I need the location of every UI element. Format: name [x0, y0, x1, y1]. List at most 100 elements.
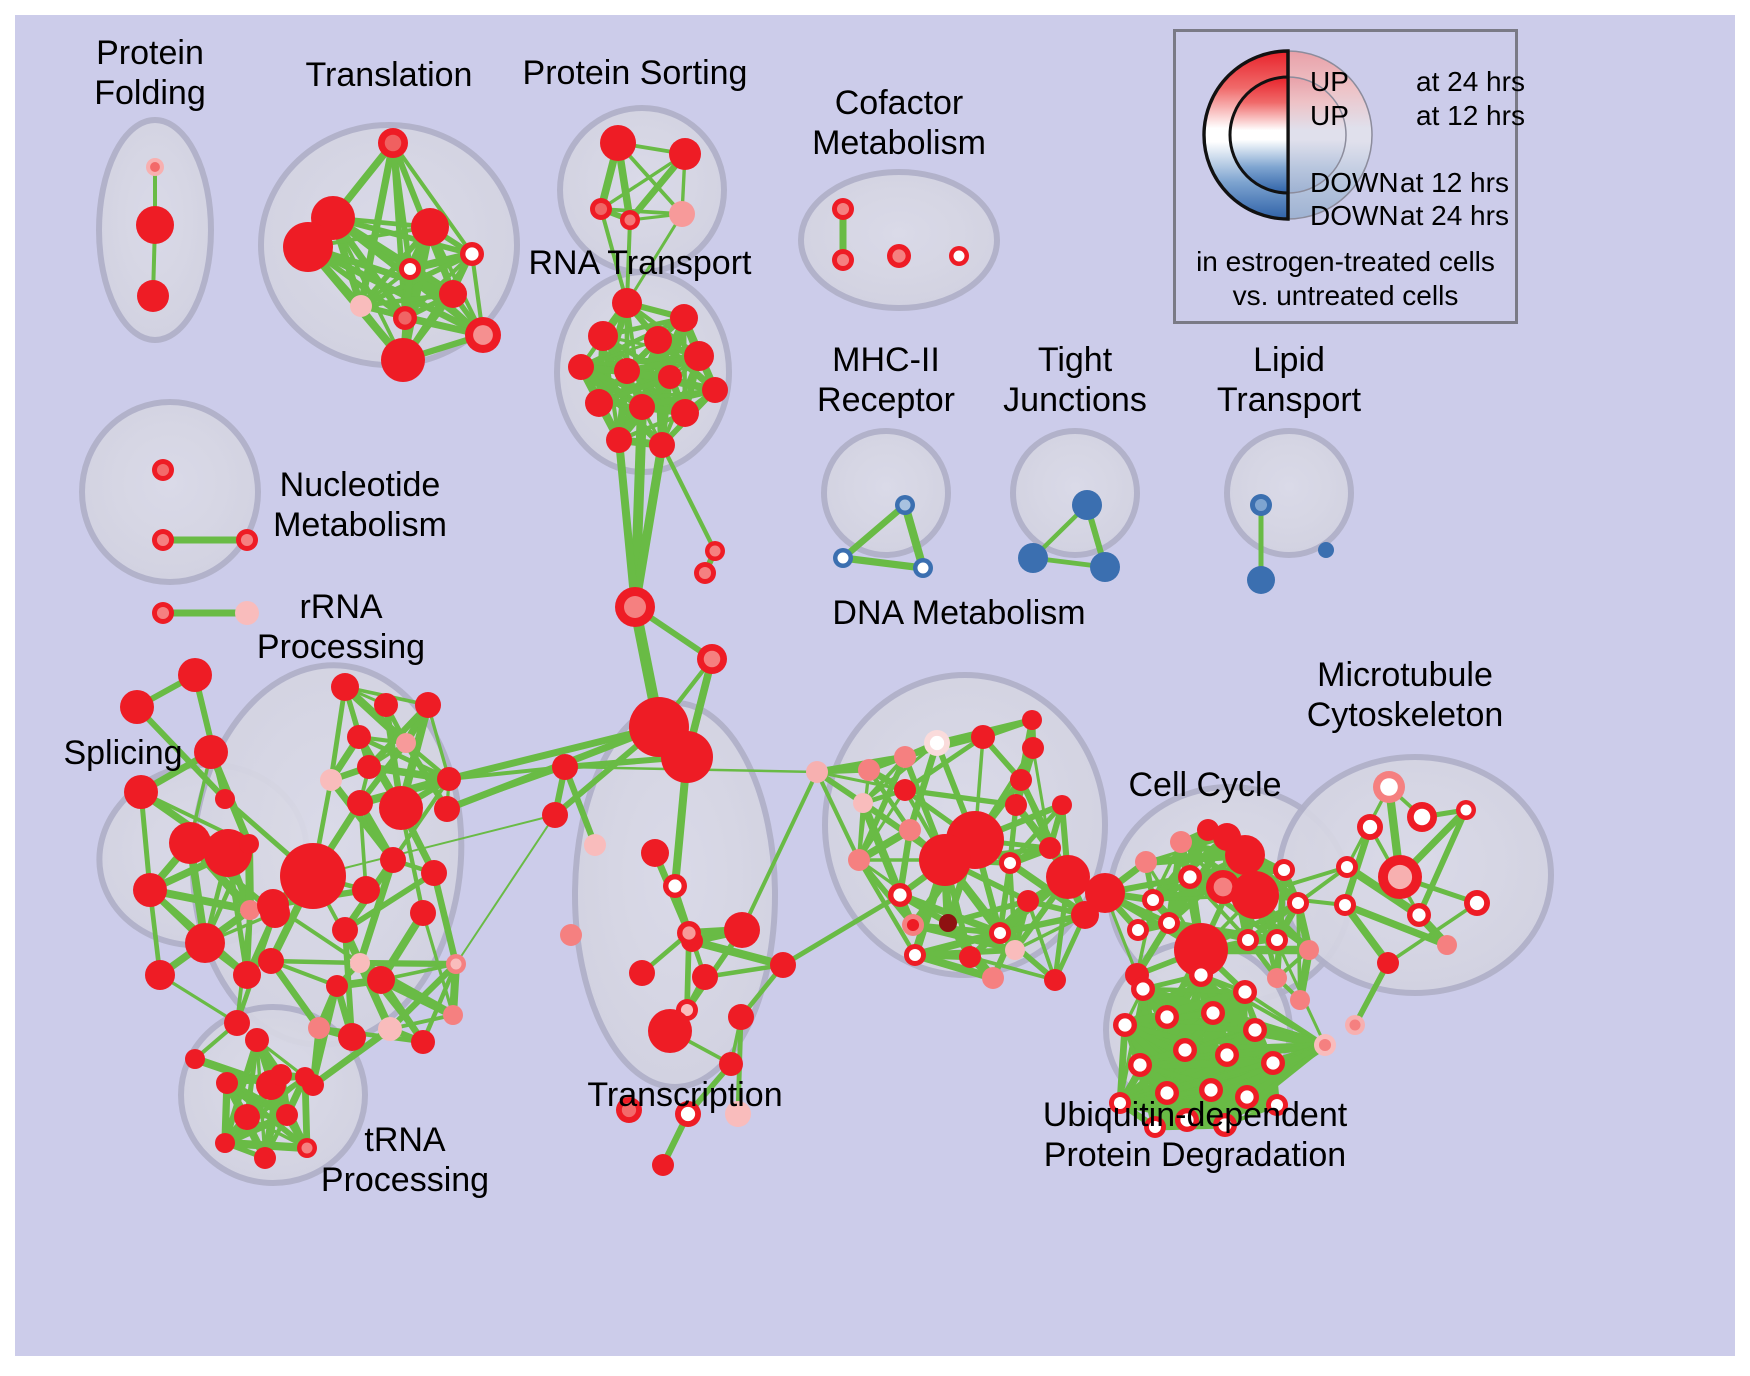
node-outer-ring — [1267, 968, 1287, 988]
network-node — [1178, 865, 1202, 889]
network-node — [585, 389, 613, 417]
legend-row-1-time: at 12 hrs — [1416, 100, 1525, 131]
network-node — [652, 1154, 674, 1176]
network-node — [648, 1009, 692, 1053]
node-inner-disc — [1338, 898, 1352, 912]
node-outer-ring — [1005, 794, 1027, 816]
network-node — [629, 394, 655, 420]
edge — [902, 734, 986, 793]
network-node — [1243, 1018, 1267, 1042]
node-inner-disc — [1291, 896, 1305, 910]
node-inner-disc — [1413, 808, 1431, 826]
edge — [687, 936, 788, 970]
node-inner-disc — [1136, 982, 1150, 996]
node-outer-ring — [894, 746, 916, 768]
edge — [358, 801, 368, 892]
node-inner-disc — [993, 926, 1007, 940]
network-node — [240, 900, 260, 920]
network-node — [185, 1049, 205, 1069]
network-node — [620, 210, 640, 230]
node-outer-ring — [1377, 952, 1399, 974]
network-node — [1201, 1001, 1225, 1025]
node-outer-ring — [411, 208, 449, 246]
edge — [365, 701, 432, 771]
edge — [1253, 893, 1327, 1047]
network-node — [411, 208, 449, 246]
network-node — [560, 924, 582, 946]
node-outer-ring — [421, 860, 447, 886]
network-node — [254, 1147, 276, 1169]
network-node — [902, 914, 924, 936]
node-outer-ring — [648, 1009, 692, 1053]
node-outer-ring — [379, 786, 423, 830]
node-outer-ring — [396, 733, 416, 753]
edge — [1120, 987, 1250, 1030]
node-outer-ring — [381, 338, 425, 382]
network-node — [350, 953, 370, 973]
node-inner-disc — [906, 918, 920, 932]
node-outer-ring — [728, 1004, 754, 1030]
network-node — [1072, 490, 1102, 520]
edge — [702, 962, 786, 980]
legend-row-2-direction: DOWN — [1310, 167, 1399, 198]
network-node — [367, 966, 395, 994]
network-node — [120, 690, 154, 724]
network-node — [1318, 542, 1334, 558]
network-node — [904, 944, 926, 966]
network-node — [697, 644, 727, 674]
node-outer-ring — [178, 658, 212, 692]
network-node — [338, 1023, 366, 1051]
node-inner-disc — [698, 566, 712, 580]
network-node — [283, 222, 333, 272]
node-outer-ring — [1225, 835, 1265, 875]
edge — [224, 1080, 310, 1151]
node-outer-ring — [670, 304, 698, 332]
edge — [391, 141, 474, 256]
cluster-label-rna-transport: RNA Transport — [528, 244, 752, 282]
network-node — [1010, 769, 1032, 791]
node-inner-disc — [836, 202, 850, 216]
network-node — [663, 874, 687, 898]
edge — [780, 892, 903, 968]
edge — [1136, 1059, 1277, 1069]
edge — [814, 769, 862, 863]
network-node — [848, 849, 870, 871]
node-outer-ring — [719, 1052, 743, 1076]
network-node — [434, 796, 460, 822]
node-outer-ring — [899, 819, 921, 841]
legend-row-0-time: at 24 hrs — [1416, 66, 1525, 97]
node-outer-ring — [235, 601, 259, 625]
node-inner-disc — [1194, 968, 1208, 982]
node-outer-ring — [137, 280, 169, 312]
cluster-hull-cofactor-metabolism — [798, 169, 1000, 311]
network-node — [410, 900, 436, 926]
network-node — [1022, 710, 1042, 730]
network-node — [378, 128, 408, 158]
network-node — [1231, 871, 1279, 919]
network-node — [224, 1010, 250, 1036]
node-outer-ring — [629, 960, 655, 986]
network-node — [719, 1052, 743, 1076]
network-node — [396, 733, 416, 753]
network-node — [133, 873, 167, 907]
network-node — [1407, 802, 1437, 832]
node-inner-disc — [1160, 1086, 1174, 1100]
node-outer-ring — [439, 280, 467, 308]
edge — [1341, 901, 1451, 949]
node-inner-disc — [899, 499, 911, 511]
node-outer-ring — [185, 923, 225, 963]
node-outer-ring — [169, 822, 211, 864]
node-outer-ring — [669, 138, 701, 170]
network-node — [1090, 552, 1120, 582]
edge — [740, 770, 819, 932]
network-node — [399, 258, 421, 280]
edge — [312, 814, 556, 877]
node-outer-ring — [858, 759, 880, 781]
node-inner-disc — [156, 606, 170, 620]
node-outer-ring — [350, 953, 370, 973]
node-inner-disc — [450, 958, 462, 970]
node-inner-disc — [301, 1142, 313, 1154]
node-outer-ring — [1318, 542, 1334, 558]
network-node — [725, 1101, 751, 1127]
node-inner-disc — [917, 562, 929, 574]
